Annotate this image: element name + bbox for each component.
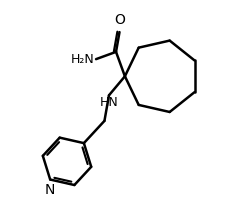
Text: H₂N: H₂N [71, 53, 95, 66]
Text: O: O [114, 13, 125, 27]
Text: N: N [45, 183, 55, 197]
Text: HN: HN [99, 97, 118, 110]
